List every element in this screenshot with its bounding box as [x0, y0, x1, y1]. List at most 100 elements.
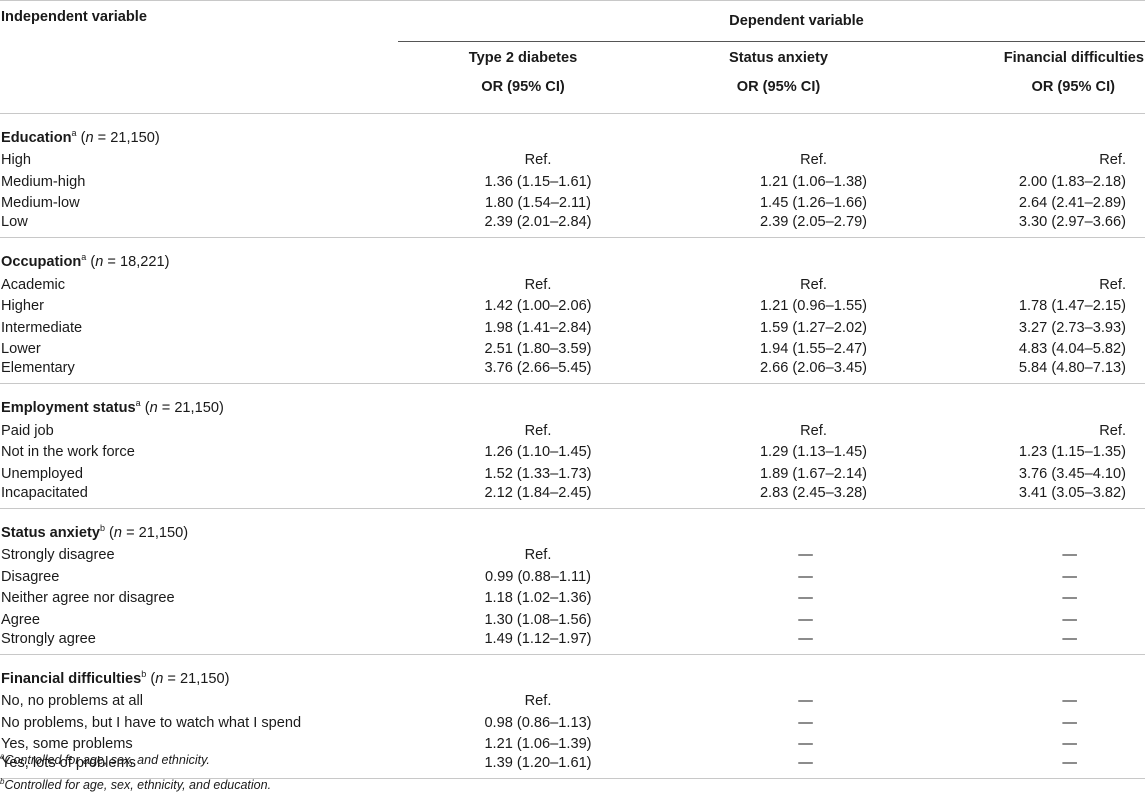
or-value-cell: 3.76 (3.45–4.10): [1018, 465, 1126, 482]
row-label: Intermediate: [1, 319, 83, 336]
table-row: Yes, some problems 1.21 (1.06–1.39) — —: [0, 734, 1145, 756]
or-value-cell: 1.29 (1.13–1.45): [759, 444, 868, 461]
table-row: No, no problems at all Ref. — —: [0, 691, 1145, 713]
row-label: Disagree: [1, 568, 60, 585]
or-value-cell: Ref.: [524, 422, 552, 439]
table-row: Paid job Ref. Ref. Ref.: [0, 420, 1145, 442]
section-title: Education: [1, 129, 72, 146]
section-n-symbol: n: [85, 129, 94, 146]
or-value-cell: 1.98 (1.41–2.84): [484, 319, 592, 336]
or-value-cell: —: [648, 755, 909, 779]
or-value-cell: 5.84 (4.80–7.13): [909, 360, 1145, 384]
footnote-b: bControlled for age, sex, ethnicity, and…: [0, 771, 271, 796]
table-row: Academic Ref. Ref. Ref.: [0, 274, 1145, 296]
row-label: Academic: [1, 276, 66, 293]
table-row: High Ref. Ref. Ref.: [0, 150, 1145, 172]
or-value-cell: Ref.: [524, 547, 552, 564]
or-value-cell: —: [798, 590, 813, 607]
section-n-value: = 21,150): [157, 400, 224, 416]
dependent-variable-header: Dependent variable: [398, 0, 1145, 42]
section-footnote-marker: b: [99, 522, 105, 533]
or-value-cell: 2.51 (1.80–3.59): [484, 341, 592, 358]
or-value-cell: —: [1062, 590, 1077, 607]
subheader-or-ci: OR (95% CI): [736, 78, 821, 95]
table-row: Low 2.39 (2.01–2.84) 2.39 (2.05–2.79) 3.30 …: [0, 214, 1145, 238]
or-value-cell: 1.39 (1.20–1.61): [398, 755, 648, 779]
or-value-cell: 2.83 (2.45–3.28): [648, 484, 909, 509]
section-n-value: = 21,150): [93, 129, 160, 146]
subheader-or-ci: OR (95% CI): [481, 78, 565, 95]
or-value-cell: Ref.: [800, 422, 827, 439]
row-label: Low: [0, 214, 398, 238]
row-label: Lower: [1, 341, 41, 358]
section-header-row: Educationa (n = 21,150): [0, 113, 1145, 150]
or-value-cell: Ref.: [800, 276, 827, 293]
section-n-symbol: n: [113, 524, 123, 541]
row-label: Unemployed: [1, 465, 83, 482]
section-n-value: = 21,150): [163, 670, 230, 687]
section-header-row: Status anxietyb (n = 21,150): [0, 508, 1145, 545]
section-n-symbol: n: [95, 254, 104, 270]
or-value-cell: 3.27 (2.73–3.93): [1018, 319, 1126, 336]
section-n-value: = 18,221): [103, 254, 170, 270]
section-n-open: (: [104, 524, 114, 541]
or-value-cell: Ref.: [1099, 276, 1126, 293]
or-value-cell: 1.21 (1.06–1.38): [759, 173, 868, 190]
table-row: Lower 2.51 (1.80–3.59) 1.94 (1.55–2.47) 4.8…: [0, 339, 1145, 361]
footnote-text: Controlled for age, sex, and ethnicity.: [4, 753, 210, 767]
header-spacer: [0, 41, 398, 74]
section-n-value: = 21,150): [122, 524, 189, 541]
section-label: Financial difficultiesb (n = 21,150): [0, 654, 1145, 691]
section-label: Occupationa (n = 18,221): [0, 238, 1145, 275]
section-header-row: Financial difficultiesb (n = 21,150): [0, 654, 1145, 691]
or-value-cell: 1.21 (0.96–1.55): [759, 298, 868, 315]
table-row: Strongly disagree Ref. — —: [0, 545, 1145, 567]
table-row: Yes, lots of problems 1.39 (1.20–1.61) — —: [0, 755, 1145, 779]
or-value-cell: 1.36 (1.15–1.61): [484, 173, 592, 190]
or-value-cell: Ref.: [1099, 152, 1126, 169]
or-value-cell: —: [798, 714, 813, 731]
row-label: Medium-low: [1, 195, 80, 212]
section-n-symbol: n: [149, 400, 158, 416]
row-label: Incapacitated: [0, 484, 398, 509]
or-value-cell: Ref.: [524, 693, 552, 710]
footnote-marker: a: [0, 752, 5, 761]
or-value-cell: Ref.: [1099, 422, 1126, 439]
or-value-cell: 2.64 (2.41–2.89): [1018, 195, 1126, 212]
or-value-cell: —: [798, 547, 813, 564]
or-value-cell: Ref.: [524, 152, 552, 169]
or-value-cell: 2.39 (2.01–2.84): [398, 214, 648, 238]
or-value-cell: —: [1062, 693, 1077, 710]
footnote-a: aControlled for age, sex, and ethnicity.: [0, 746, 271, 771]
section-n-open: (: [146, 670, 156, 687]
row-label: Paid job: [1, 422, 54, 439]
header-spacer: [0, 74, 398, 114]
row-label: Neither agree nor disagree: [1, 590, 175, 607]
footnote-marker: b: [0, 777, 5, 786]
or-value-cell: Ref.: [524, 276, 552, 293]
or-value-cell: 1.18 (1.02–1.36): [484, 590, 592, 607]
or-value-cell: 2.00 (1.83–2.18): [1018, 173, 1126, 190]
or-value-cell: —: [1062, 736, 1077, 753]
or-value-cell: —: [1062, 568, 1077, 585]
column-header-status-anxiety: Status anxiety: [729, 49, 828, 66]
or-value-cell: 3.41 (3.05–3.82): [909, 484, 1145, 509]
or-value-cell: —: [909, 630, 1145, 655]
or-value-cell: —: [648, 630, 909, 655]
or-value-cell: 0.98 (0.86–1.13): [484, 714, 592, 731]
row-label: High: [1, 152, 32, 169]
or-value-cell: —: [798, 568, 813, 585]
or-value-cell: —: [798, 693, 813, 710]
section-header-row: Occupationa (n = 18,221): [0, 238, 1145, 275]
table-row: Disagree 0.99 (0.88–1.11) — —: [0, 566, 1145, 588]
row-label: No, no problems at all: [1, 693, 143, 710]
or-value-cell: 1.94 (1.55–2.47): [759, 341, 868, 358]
or-value-cell: —: [909, 755, 1145, 779]
independent-variable-header: Independent variable: [0, 0, 398, 41]
row-label: Yes, lots of problems: [0, 755, 398, 779]
or-value-cell: 1.59 (1.27–2.02): [759, 319, 868, 336]
odds-ratio-table: Independent variable Dependent variable …: [0, 0, 1145, 779]
or-value-cell: Ref.: [800, 152, 827, 169]
section-title: Status anxiety: [1, 524, 100, 541]
table-row: Not in the work force 1.26 (1.10–1.45) 1.2…: [0, 442, 1145, 464]
